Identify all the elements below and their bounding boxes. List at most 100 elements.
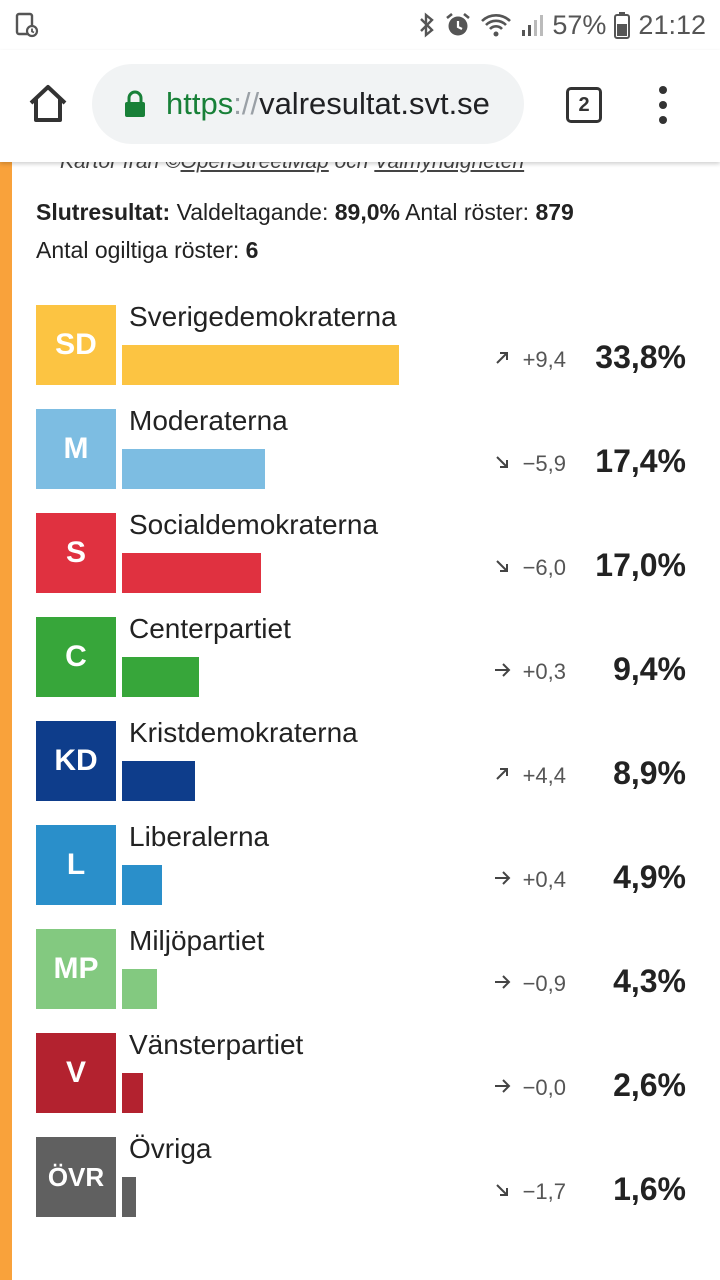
trend-flat-arrow-icon bbox=[493, 971, 511, 997]
vote-percent: 9,4% bbox=[613, 651, 686, 687]
party-name: Miljöpartiet bbox=[129, 925, 265, 956]
url-host: valresultat.svt.se bbox=[259, 86, 490, 121]
trend-down-arrow-icon bbox=[493, 451, 511, 477]
change-indicator: +0,3 bbox=[493, 659, 566, 685]
summary-line-2: Antal ogiltiga röster: 6 bbox=[36, 231, 574, 269]
address-bar[interactable]: https://valresultat.svt.se bbox=[92, 64, 524, 144]
vote-share-bar bbox=[122, 449, 265, 489]
battery-icon bbox=[614, 11, 631, 39]
browser-toolbar: https://valresultat.svt.se 2 bbox=[0, 50, 720, 162]
home-icon[interactable] bbox=[26, 82, 70, 126]
alarm-icon bbox=[444, 11, 472, 39]
change-indicator: −0,9 bbox=[493, 971, 566, 997]
party-row[interactable]: ÖVR Övriga −1,7 1,6% bbox=[36, 1133, 686, 1217]
tab-switcher-button[interactable]: 2 bbox=[566, 87, 602, 123]
vote-percent: 4,9% bbox=[613, 859, 686, 895]
party-row[interactable]: S Socialdemokraterna −6,0 17,0% bbox=[36, 509, 686, 593]
change-indicator: −5,9 bbox=[493, 451, 566, 477]
party-name: Sverigedemokraterna bbox=[129, 301, 397, 332]
party-badge: SD bbox=[36, 305, 116, 385]
accent-stripe bbox=[0, 160, 12, 1280]
party-badge: MP bbox=[36, 929, 116, 1009]
signal-icon bbox=[520, 12, 544, 38]
party-badge: ÖVR bbox=[36, 1137, 116, 1217]
change-value: −1,7 bbox=[522, 1179, 566, 1204]
change-indicator: +0,4 bbox=[493, 867, 566, 893]
change-value: −0,9 bbox=[522, 971, 566, 996]
invalid-votes-label: Antal ogiltiga röster: bbox=[36, 237, 240, 263]
votes-value: 879 bbox=[535, 199, 574, 225]
party-name: Liberalerna bbox=[129, 821, 270, 852]
party-badge: L bbox=[36, 825, 116, 905]
vote-percent: 2,6% bbox=[613, 1067, 686, 1103]
vote-share-bar bbox=[122, 761, 195, 801]
battery-percent: 57% bbox=[552, 9, 607, 40]
turnout-label: Valdeltagande: bbox=[176, 199, 329, 225]
change-value: −5,9 bbox=[522, 451, 566, 476]
party-row[interactable]: V Vänsterpartiet −0,0 2,6% bbox=[36, 1029, 686, 1113]
vote-share-bar bbox=[122, 345, 399, 385]
change-indicator: −6,0 bbox=[493, 555, 566, 581]
party-name: Moderaterna bbox=[129, 405, 288, 436]
change-value: +9,4 bbox=[522, 347, 566, 372]
vote-percent: 17,0% bbox=[595, 547, 686, 583]
change-value: +4,4 bbox=[522, 763, 566, 788]
wifi-icon bbox=[480, 12, 512, 38]
result-summary: Slutresultat: Valdeltagande: 89,0% Antal… bbox=[36, 193, 574, 269]
trend-flat-arrow-icon bbox=[493, 867, 511, 893]
change-value: −0,0 bbox=[522, 1075, 566, 1100]
change-value: +0,4 bbox=[522, 867, 566, 892]
bluetooth-icon bbox=[418, 12, 436, 38]
party-row[interactable]: SD Sverigedemokraterna +9,4 33,8% bbox=[36, 301, 686, 385]
change-indicator: +4,4 bbox=[493, 763, 566, 789]
summary-label: Slutresultat: bbox=[36, 199, 171, 225]
party-row[interactable]: L Liberalerna +0,4 4,9% bbox=[36, 821, 686, 905]
vote-share-bar bbox=[122, 865, 162, 905]
party-name: Centerpartiet bbox=[129, 613, 291, 644]
vote-percent: 4,3% bbox=[613, 963, 686, 999]
party-row[interactable]: KD Kristdemokraterna +4,4 8,9% bbox=[36, 717, 686, 801]
overflow-menu-icon[interactable] bbox=[656, 86, 670, 126]
clock-time: 21:12 bbox=[638, 9, 706, 40]
summary-line-1: Slutresultat: Valdeltagande: 89,0% Antal… bbox=[36, 193, 574, 231]
change-value: +0,3 bbox=[522, 659, 566, 684]
change-value: −6,0 bbox=[522, 555, 566, 580]
vote-percent: 17,4% bbox=[595, 443, 686, 479]
trend-up-arrow-icon bbox=[493, 763, 511, 789]
status-bar: 57% 21:12 bbox=[0, 0, 720, 50]
screenshot-notification-icon bbox=[14, 12, 40, 43]
url-text: https://valresultat.svt.se bbox=[166, 86, 490, 122]
trend-flat-arrow-icon bbox=[493, 1075, 511, 1101]
party-row[interactable]: C Centerpartiet +0,3 9,4% bbox=[36, 613, 686, 697]
party-name: Socialdemokraterna bbox=[129, 509, 379, 540]
vote-share-bar bbox=[122, 657, 199, 697]
invalid-votes-value: 6 bbox=[245, 237, 259, 263]
change-indicator: −0,0 bbox=[493, 1075, 566, 1101]
vote-share-bar bbox=[122, 969, 157, 1009]
party-name: Kristdemokraterna bbox=[129, 717, 358, 748]
url-separator: :// bbox=[233, 86, 260, 121]
party-row[interactable]: M Moderaterna −5,9 17,4% bbox=[36, 405, 686, 489]
change-indicator: −1,7 bbox=[493, 1179, 566, 1205]
change-indicator: +9,4 bbox=[493, 347, 566, 373]
party-badge: S bbox=[36, 513, 116, 593]
trend-up-arrow-icon bbox=[493, 347, 511, 373]
party-badge: C bbox=[36, 617, 116, 697]
vote-percent: 8,9% bbox=[613, 755, 686, 791]
turnout-value: 89,0% bbox=[334, 199, 400, 225]
vote-percent: 33,8% bbox=[595, 339, 686, 375]
vote-share-bar bbox=[122, 1073, 143, 1113]
trend-down-arrow-icon bbox=[493, 1179, 511, 1205]
votes-label: Antal röster: bbox=[405, 199, 530, 225]
trend-flat-arrow-icon bbox=[493, 659, 511, 685]
party-badge: M bbox=[36, 409, 116, 489]
party-name: Vänsterpartiet bbox=[129, 1029, 304, 1060]
vote-share-bar bbox=[122, 553, 261, 593]
trend-down-arrow-icon bbox=[493, 555, 511, 581]
vote-share-bar bbox=[122, 1177, 136, 1217]
url-scheme: https bbox=[166, 86, 234, 121]
party-badge: KD bbox=[36, 721, 116, 801]
party-badge: V bbox=[36, 1033, 116, 1113]
lock-icon bbox=[124, 90, 146, 123]
party-row[interactable]: MP Miljöpartiet −0,9 4,3% bbox=[36, 925, 686, 1009]
